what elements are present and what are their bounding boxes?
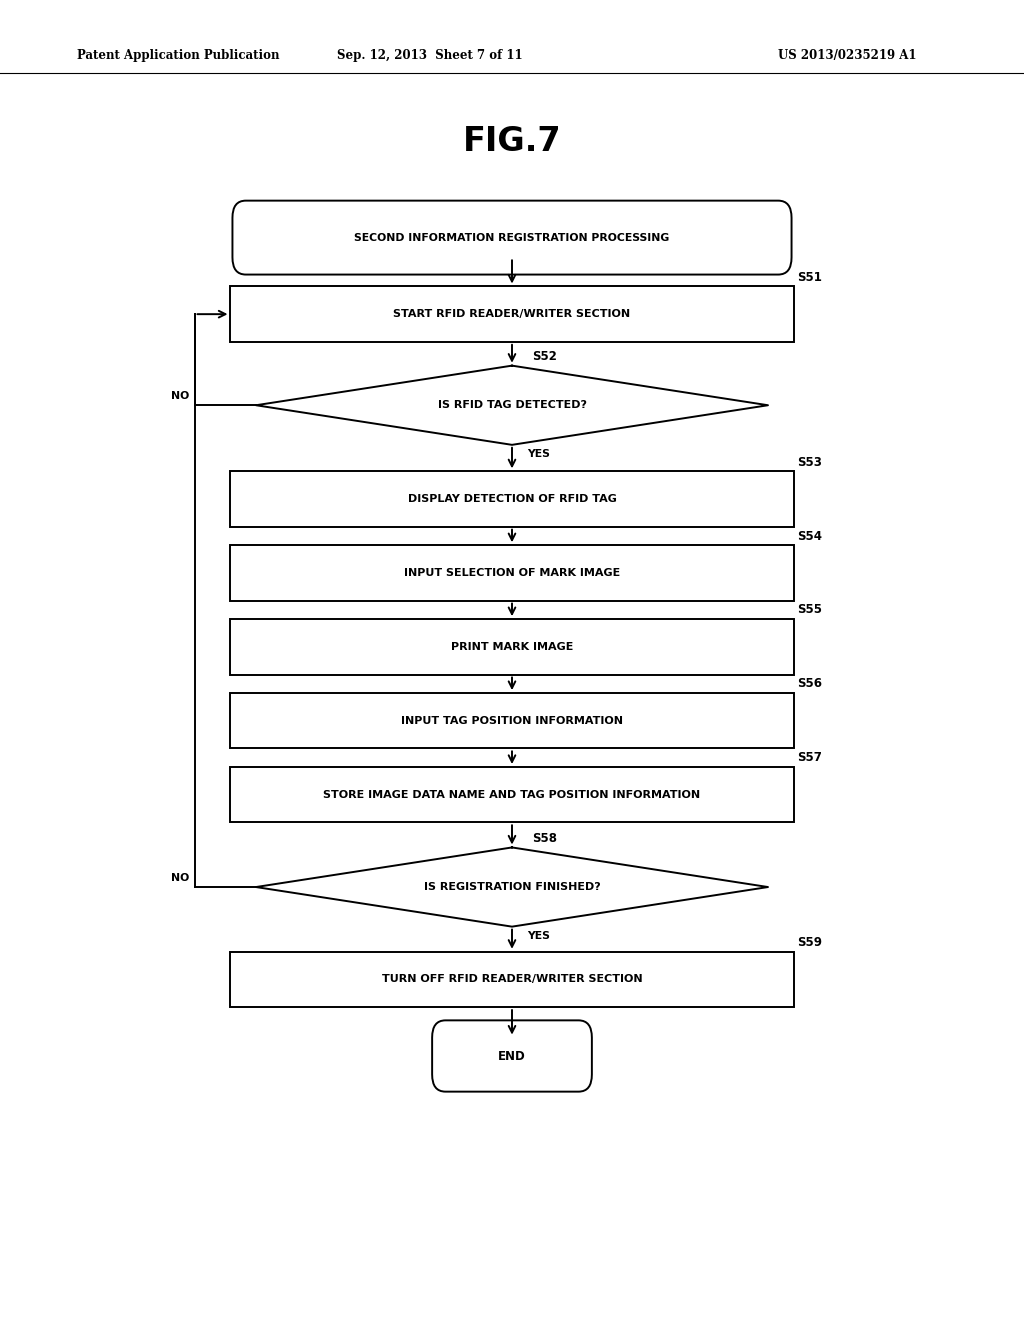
Text: S55: S55 [797,603,821,616]
Text: US 2013/0235219 A1: US 2013/0235219 A1 [778,49,916,62]
FancyBboxPatch shape [232,201,792,275]
Text: S57: S57 [797,751,821,764]
Text: STORE IMAGE DATA NAME AND TAG POSITION INFORMATION: STORE IMAGE DATA NAME AND TAG POSITION I… [324,789,700,800]
Text: START RFID READER/WRITER SECTION: START RFID READER/WRITER SECTION [393,309,631,319]
Text: Patent Application Publication: Patent Application Publication [77,49,280,62]
FancyBboxPatch shape [432,1020,592,1092]
Text: END: END [498,1049,526,1063]
FancyBboxPatch shape [230,545,794,601]
Text: IS REGISTRATION FINISHED?: IS REGISTRATION FINISHED? [424,882,600,892]
Text: DISPLAY DETECTION OF RFID TAG: DISPLAY DETECTION OF RFID TAG [408,494,616,504]
FancyBboxPatch shape [230,952,794,1007]
Text: NO: NO [171,391,189,401]
Text: YES: YES [527,931,550,941]
Text: NO: NO [171,873,189,883]
Text: PRINT MARK IMAGE: PRINT MARK IMAGE [451,642,573,652]
Text: YES: YES [527,449,550,459]
Text: S53: S53 [797,455,821,469]
Text: S58: S58 [532,832,557,845]
Text: SECOND INFORMATION REGISTRATION PROCESSING: SECOND INFORMATION REGISTRATION PROCESSI… [354,232,670,243]
Text: S56: S56 [797,677,821,690]
FancyBboxPatch shape [230,471,794,527]
Text: INPUT SELECTION OF MARK IMAGE: INPUT SELECTION OF MARK IMAGE [403,568,621,578]
FancyBboxPatch shape [230,619,794,675]
FancyBboxPatch shape [230,286,794,342]
Text: FIG.7: FIG.7 [463,125,561,158]
Text: TURN OFF RFID READER/WRITER SECTION: TURN OFF RFID READER/WRITER SECTION [382,974,642,985]
Text: S51: S51 [797,271,821,284]
FancyBboxPatch shape [230,693,794,748]
Text: IS RFID TAG DETECTED?: IS RFID TAG DETECTED? [437,400,587,411]
Text: S54: S54 [797,529,821,543]
Text: Sep. 12, 2013  Sheet 7 of 11: Sep. 12, 2013 Sheet 7 of 11 [337,49,523,62]
FancyBboxPatch shape [230,767,794,822]
Text: INPUT TAG POSITION INFORMATION: INPUT TAG POSITION INFORMATION [401,715,623,726]
Text: S59: S59 [797,936,821,949]
Text: S52: S52 [532,350,557,363]
